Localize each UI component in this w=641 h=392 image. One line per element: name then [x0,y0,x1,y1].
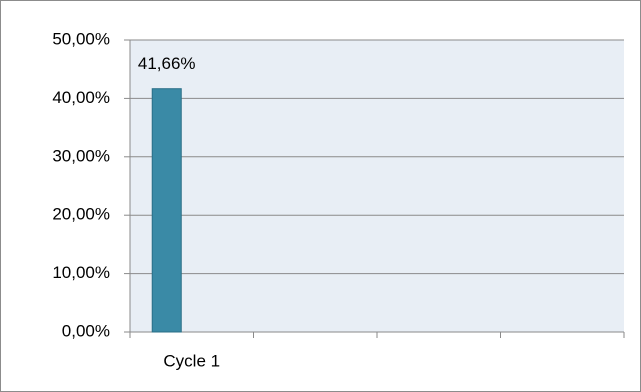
y-tick-label: 50,00% [52,29,110,48]
y-tick-label: 20,00% [52,205,110,224]
y-tick-label: 0,00% [62,321,110,340]
y-tick-label: 40,00% [52,88,110,107]
x-tick-label: Cycle 1 [163,351,220,370]
bar [151,88,182,333]
data-label: 41,66% [138,54,196,73]
y-tick-label: 30,00% [52,146,110,165]
y-tick-label: 10,00% [52,263,110,282]
plot-area [130,40,624,332]
